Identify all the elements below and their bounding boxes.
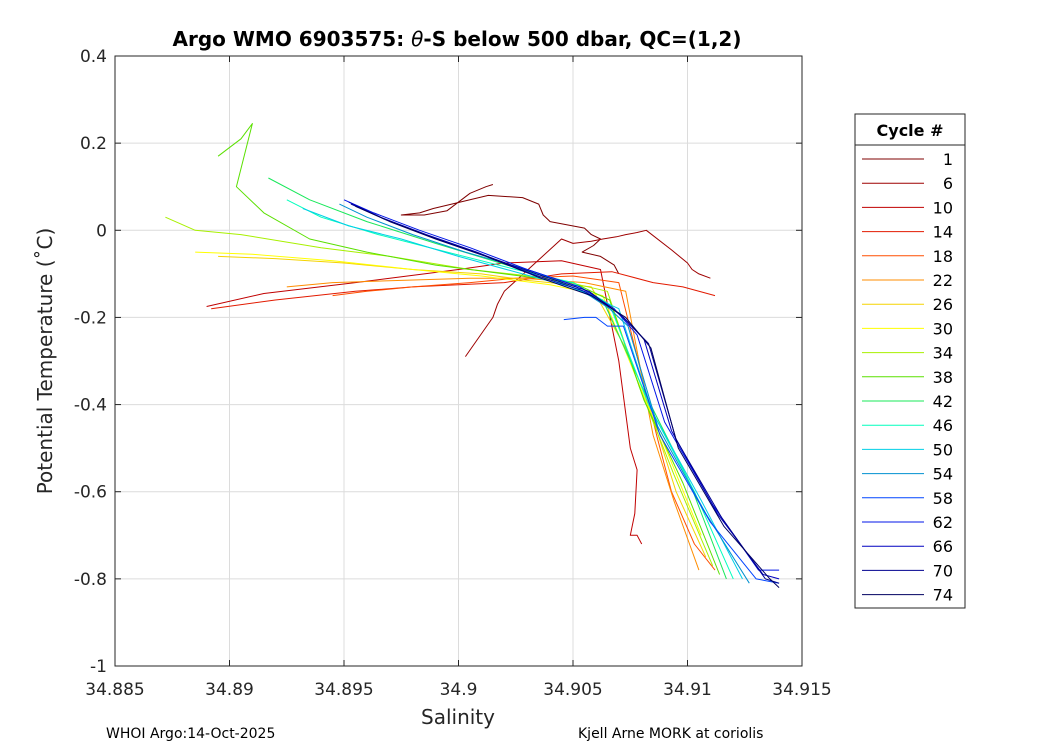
footer-right: Kjell Arne MORK at coriolis: [578, 726, 764, 742]
series-line-cycle-62: [343, 199, 780, 571]
legend-items: 1 6 10 14 18 22 26 30 34 38 42 46 50 54 58 62 66 70 74: [862, 150, 953, 605]
series-line-cycle-66: [348, 201, 780, 580]
series-line-cycle-14: [211, 271, 716, 310]
legend-box: [854, 113, 966, 609]
legend-label: 42: [933, 392, 953, 411]
series-line-cycle-10: [206, 260, 643, 545]
series-line-cycle-6: [464, 229, 711, 357]
y-tick-label: -1: [90, 657, 107, 677]
legend-title: Cycle #: [877, 121, 944, 140]
y-tick-label: -0.2: [74, 308, 107, 328]
series-line-cycle-50: [302, 208, 743, 580]
legend-label: 70: [933, 561, 953, 580]
series-line-cycle-30: [195, 251, 702, 536]
y-tick-label: 0.2: [80, 134, 107, 154]
legend-label: 26: [933, 295, 953, 314]
y-tick-label: -0.6: [74, 483, 107, 503]
legend-label: 66: [933, 537, 953, 556]
legend-label: 58: [933, 489, 953, 508]
legend-label: 18: [933, 247, 953, 266]
x-tick-label: 34.89: [205, 680, 254, 700]
footer-left: WHOI Argo:14-Oct-2025: [106, 726, 276, 742]
y-tick-label: -0.8: [74, 570, 107, 590]
x-tick-label: 34.905: [543, 680, 602, 700]
legend-label: 74: [933, 586, 953, 605]
x-axis-label: Salinity: [421, 705, 495, 729]
y-tick-label: 0.4: [80, 47, 107, 67]
legend-label: 54: [933, 465, 953, 484]
y-axis: 0.4 0.2 0 -0.2 -0.4 -0.6 -0.8 -1: [74, 47, 802, 677]
grid-lines: [114, 55, 803, 667]
legend-label: 34: [933, 344, 953, 363]
y-tick-label: -0.4: [74, 396, 107, 416]
series-line-cycle-26: [218, 255, 707, 558]
series-line-cycle-22: [286, 277, 700, 571]
legend-label: 50: [933, 440, 953, 459]
legend: Cycle # 1 6 10 14 18 22 26 30 34 38 42 46 50 54 58 62 66…: [854, 113, 966, 609]
x-tick-label: 34.915: [772, 680, 831, 700]
legend-label: 30: [933, 319, 953, 338]
legend-label: 22: [933, 271, 953, 290]
x-tick-label: 34.9: [440, 680, 478, 700]
plot-area: [165, 123, 780, 588]
x-tick-label: 34.885: [85, 680, 144, 700]
series-line-cycle-34: [165, 216, 714, 566]
x-tick-label: 34.895: [314, 680, 373, 700]
legend-label: 1: [943, 150, 953, 169]
legend-label: 10: [933, 198, 953, 217]
series-line-cycle-18: [332, 275, 716, 571]
x-tick-label: 34.91: [663, 680, 712, 700]
legend-label: 38: [933, 368, 953, 387]
legend-label: 6: [943, 174, 953, 193]
series-line-cycle-1: [400, 184, 620, 275]
series-line-cycle-58: [563, 316, 780, 584]
legend-label: 46: [933, 416, 953, 435]
y-tick-label: 0: [96, 221, 107, 241]
legend-label: 14: [933, 223, 953, 242]
series-line-cycle-46: [286, 199, 734, 580]
series-line-cycle-38: [217, 123, 721, 575]
y-axis-label: Potential Temperature (˚C): [33, 228, 57, 495]
legend-label: 62: [933, 513, 953, 532]
x-axis: 34.885 34.89 34.895 34.9 34.905 34.91 34.915: [85, 56, 832, 700]
chart-title: Argo WMO 6903575: θ-S below 500 dbar, QC…: [173, 27, 742, 51]
series-line-cycle-42: [268, 177, 727, 580]
series-line-cycle-74: [355, 205, 780, 588]
